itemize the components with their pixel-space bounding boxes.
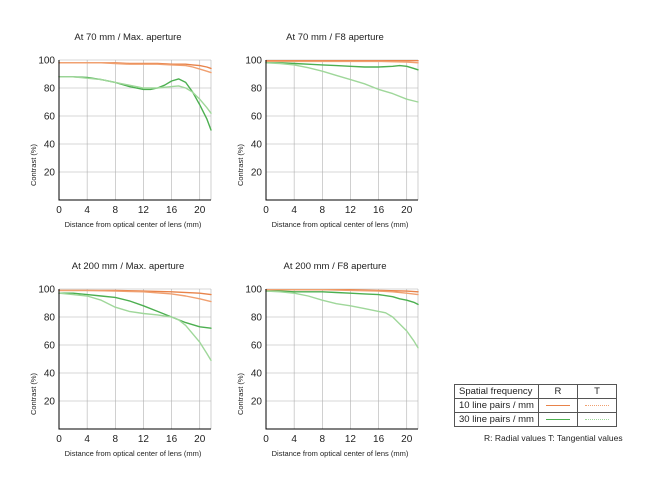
x-tick-label: 20 — [401, 434, 413, 445]
x-tick-label: 8 — [113, 434, 119, 445]
chart-panel-2: 0 4 8 12 16 20 20 40 60 80 100 At 70 mm / F8 apertu… — [236, 32, 419, 229]
legend-swatch-t30 — [576, 412, 617, 427]
x-tick-label: 16 — [373, 434, 385, 445]
y-tick-label: 60 — [251, 341, 263, 352]
series-line-r30 — [265, 290, 419, 306]
x-axis-label: Distance from optical center of lens (mm… — [65, 449, 202, 458]
x-tick-label: 4 — [291, 205, 297, 216]
x-tick-label: 20 — [194, 434, 206, 445]
y-tick-label: 80 — [44, 313, 56, 324]
legend-row-10: 10 line pairs / mm — [454, 398, 539, 413]
y-axis-label: Contrast (%) — [236, 143, 245, 186]
x-axis-label: Distance from optical center of lens (mm… — [65, 220, 202, 229]
y-tick-label: 100 — [38, 56, 55, 67]
y-tick-label: 80 — [251, 84, 263, 95]
y-tick-label: 100 — [245, 285, 262, 296]
x-tick-label: 0 — [56, 434, 62, 445]
y-tick-label: 20 — [251, 397, 263, 408]
chart-title: At 70 mm / F8 aperture — [286, 32, 384, 43]
x-tick-label: 8 — [113, 205, 119, 216]
legend-swatch-t10 — [576, 398, 617, 413]
series-line-t10 — [265, 289, 419, 296]
chart-panel-3: 0 4 8 12 16 20 20 40 60 80 100 At 200 mm / Max. ape… — [29, 261, 212, 458]
series-line-t30 — [58, 292, 212, 362]
legend-swatch-r30 — [537, 412, 578, 427]
y-tick-label: 60 — [251, 112, 263, 123]
legend-table: Spatial frequency R T 10 line pairs / mm… — [454, 384, 617, 427]
legend-col-t: T — [576, 384, 617, 399]
y-tick-label: 40 — [251, 140, 263, 151]
y-tick-label: 60 — [44, 112, 56, 123]
x-tick-label: 16 — [373, 205, 385, 216]
y-axis-label: Contrast (%) — [29, 372, 38, 415]
x-tick-label: 0 — [263, 434, 269, 445]
chart-panel-1: 0 4 8 12 16 20 20 40 60 80 100 At 70 mm / Max. aper… — [29, 32, 212, 229]
x-tick-label: 4 — [84, 434, 90, 445]
y-tick-label: 40 — [44, 369, 56, 380]
x-axis-label: Distance from optical center of lens (mm… — [272, 449, 409, 458]
y-tick-label: 20 — [251, 168, 263, 179]
legend-swatch-r10 — [537, 398, 578, 413]
y-axis-label: Contrast (%) — [29, 143, 38, 186]
x-tick-label: 12 — [138, 205, 150, 216]
y-tick-label: 80 — [251, 313, 263, 324]
x-tick-label: 12 — [138, 434, 150, 445]
x-tick-label: 12 — [345, 205, 357, 216]
y-tick-label: 40 — [251, 369, 263, 380]
y-tick-label: 100 — [245, 56, 262, 67]
x-tick-label: 8 — [320, 205, 326, 216]
x-axis-label: Distance from optical center of lens (mm… — [272, 220, 409, 229]
x-tick-label: 4 — [84, 205, 90, 216]
x-tick-label: 12 — [345, 434, 357, 445]
x-tick-label: 0 — [263, 205, 269, 216]
legend-row-30: 30 line pairs / mm — [454, 412, 539, 427]
series-line-r30 — [58, 76, 212, 131]
series-line-r30 — [265, 62, 419, 71]
y-tick-label: 40 — [44, 140, 56, 151]
series-line-t10 — [58, 289, 212, 303]
x-tick-label: 16 — [166, 205, 178, 216]
legend-note: R: Radial values T: Tangential values — [484, 433, 623, 443]
chart-panel-4: 0 4 8 12 16 20 20 40 60 80 100 At 200 mm / F8 apert… — [236, 261, 419, 458]
y-tick-label: 20 — [44, 397, 56, 408]
series-line-r30 — [58, 292, 212, 329]
x-tick-label: 8 — [320, 434, 326, 445]
series-line-t30 — [265, 62, 419, 103]
x-tick-label: 16 — [166, 434, 178, 445]
chart-title: At 200 mm / F8 aperture — [284, 261, 387, 272]
chart-title: At 70 mm / Max. aperture — [74, 32, 181, 43]
x-tick-label: 4 — [291, 434, 297, 445]
y-tick-label: 100 — [38, 285, 55, 296]
series-line-t30 — [265, 290, 419, 349]
y-tick-label: 80 — [44, 84, 56, 95]
series-line-t30 — [58, 76, 212, 114]
y-tick-label: 60 — [44, 341, 56, 352]
x-tick-label: 20 — [194, 205, 206, 216]
x-tick-label: 0 — [56, 205, 62, 216]
chart-title: At 200 mm / Max. aperture — [72, 261, 184, 272]
y-tick-label: 20 — [44, 168, 56, 179]
legend-col-r: R — [537, 384, 578, 399]
y-axis-label: Contrast (%) — [236, 372, 245, 415]
legend-header: Spatial frequency — [454, 384, 539, 399]
x-tick-label: 20 — [401, 205, 413, 216]
series-line-t10 — [265, 60, 419, 64]
series-line-t10 — [58, 62, 212, 74]
